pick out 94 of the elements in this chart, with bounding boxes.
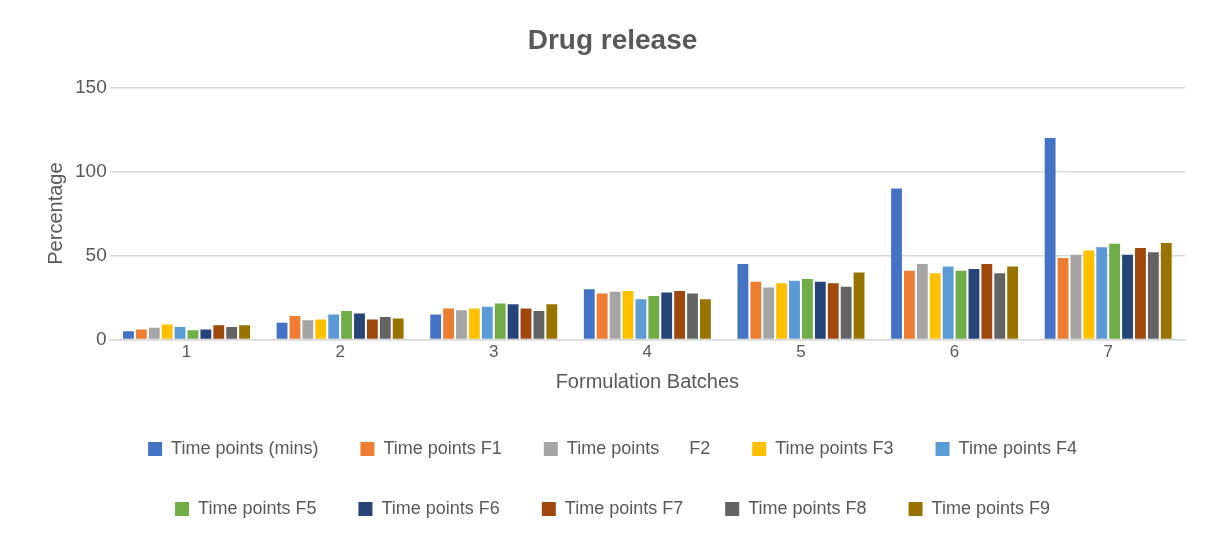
bar bbox=[750, 281, 762, 339]
bar bbox=[789, 280, 800, 339]
legend-label: Time points F9 bbox=[931, 497, 1050, 518]
bar bbox=[315, 319, 327, 339]
bar bbox=[174, 327, 186, 339]
bar bbox=[648, 295, 660, 339]
bar bbox=[276, 322, 288, 339]
bar bbox=[481, 306, 493, 339]
bar bbox=[635, 299, 647, 339]
bar bbox=[827, 283, 839, 339]
bar bbox=[840, 286, 852, 339]
x-tick-label: 1 bbox=[181, 342, 192, 362]
x-tick-label: 2 bbox=[335, 342, 345, 362]
x-tick-label: 5 bbox=[796, 342, 806, 362]
bar bbox=[161, 324, 173, 339]
bar bbox=[148, 327, 160, 339]
bar bbox=[533, 311, 545, 339]
bar bbox=[1057, 258, 1069, 339]
bar bbox=[814, 281, 826, 339]
bar bbox=[213, 325, 225, 339]
bar bbox=[341, 311, 352, 339]
bar bbox=[302, 320, 314, 339]
bar bbox=[700, 299, 711, 339]
bar bbox=[891, 188, 902, 339]
bar bbox=[853, 272, 865, 339]
bar bbox=[430, 314, 442, 339]
bar bbox=[609, 291, 621, 339]
bar bbox=[776, 283, 788, 339]
bar bbox=[520, 308, 532, 339]
bar bbox=[622, 290, 634, 339]
bar bbox=[1147, 252, 1159, 339]
legend-label: Time points F7 bbox=[564, 497, 684, 518]
bar bbox=[942, 266, 954, 339]
bar bbox=[135, 329, 147, 339]
bar bbox=[955, 270, 967, 339]
bar bbox=[687, 293, 698, 339]
legend-label: Time points F1 bbox=[383, 437, 502, 458]
bar bbox=[674, 290, 686, 339]
x-tick-label: 4 bbox=[642, 342, 653, 362]
bar bbox=[507, 304, 519, 339]
x-tick-label: 3 bbox=[489, 342, 499, 362]
bar bbox=[546, 304, 558, 339]
bar bbox=[1007, 266, 1019, 339]
bar bbox=[737, 264, 749, 339]
bar bbox=[583, 289, 595, 339]
chart-title: Drug release bbox=[527, 23, 698, 55]
legend-label: Time points F6 bbox=[381, 497, 500, 518]
bar bbox=[456, 310, 467, 339]
bar bbox=[289, 316, 301, 339]
legend-label: Time points F8 bbox=[748, 497, 867, 518]
bar bbox=[1122, 254, 1133, 339]
y-axis-title: Percentage bbox=[43, 162, 66, 265]
y-tick-label: 100 bbox=[75, 159, 107, 181]
x-tick-label: 6 bbox=[949, 342, 960, 362]
bar bbox=[929, 273, 941, 339]
bar bbox=[1135, 248, 1146, 339]
bar bbox=[802, 279, 813, 339]
bar bbox=[366, 319, 378, 339]
y-tick-label: 150 bbox=[75, 75, 107, 97]
bar bbox=[1096, 247, 1108, 339]
bar bbox=[1160, 243, 1172, 339]
bar bbox=[763, 287, 775, 339]
x-axis-title: Formulation Batches bbox=[555, 369, 740, 392]
bar bbox=[123, 331, 134, 339]
legend-label: Time points F2 bbox=[566, 437, 711, 458]
bar bbox=[328, 314, 340, 339]
bar bbox=[494, 303, 506, 339]
legend-label: Time points F3 bbox=[775, 437, 894, 458]
bar bbox=[661, 292, 673, 339]
bar bbox=[226, 327, 238, 339]
bar bbox=[200, 329, 212, 339]
bar bbox=[968, 269, 980, 339]
bar bbox=[187, 330, 199, 339]
bar bbox=[392, 318, 404, 339]
bar bbox=[1070, 254, 1082, 339]
bar bbox=[1109, 243, 1121, 339]
legend-label: Time points F5 bbox=[198, 497, 317, 518]
bar bbox=[379, 316, 391, 339]
bar bbox=[994, 273, 1006, 339]
bar bbox=[1044, 138, 1056, 339]
bar bbox=[596, 293, 608, 339]
bar bbox=[981, 264, 993, 339]
bar bbox=[443, 308, 454, 339]
bar bbox=[239, 325, 250, 339]
bar bbox=[904, 270, 915, 339]
x-tick-label: 7 bbox=[1103, 342, 1113, 362]
bar bbox=[468, 308, 480, 339]
y-tick-label: 0 bbox=[96, 327, 107, 349]
legend-label: Time points F4 bbox=[958, 437, 1077, 458]
bar bbox=[1083, 250, 1095, 339]
bar bbox=[354, 313, 365, 339]
legend-label: Time points (mins) bbox=[171, 437, 319, 458]
y-tick-label: 50 bbox=[85, 243, 107, 265]
bar bbox=[916, 264, 928, 339]
